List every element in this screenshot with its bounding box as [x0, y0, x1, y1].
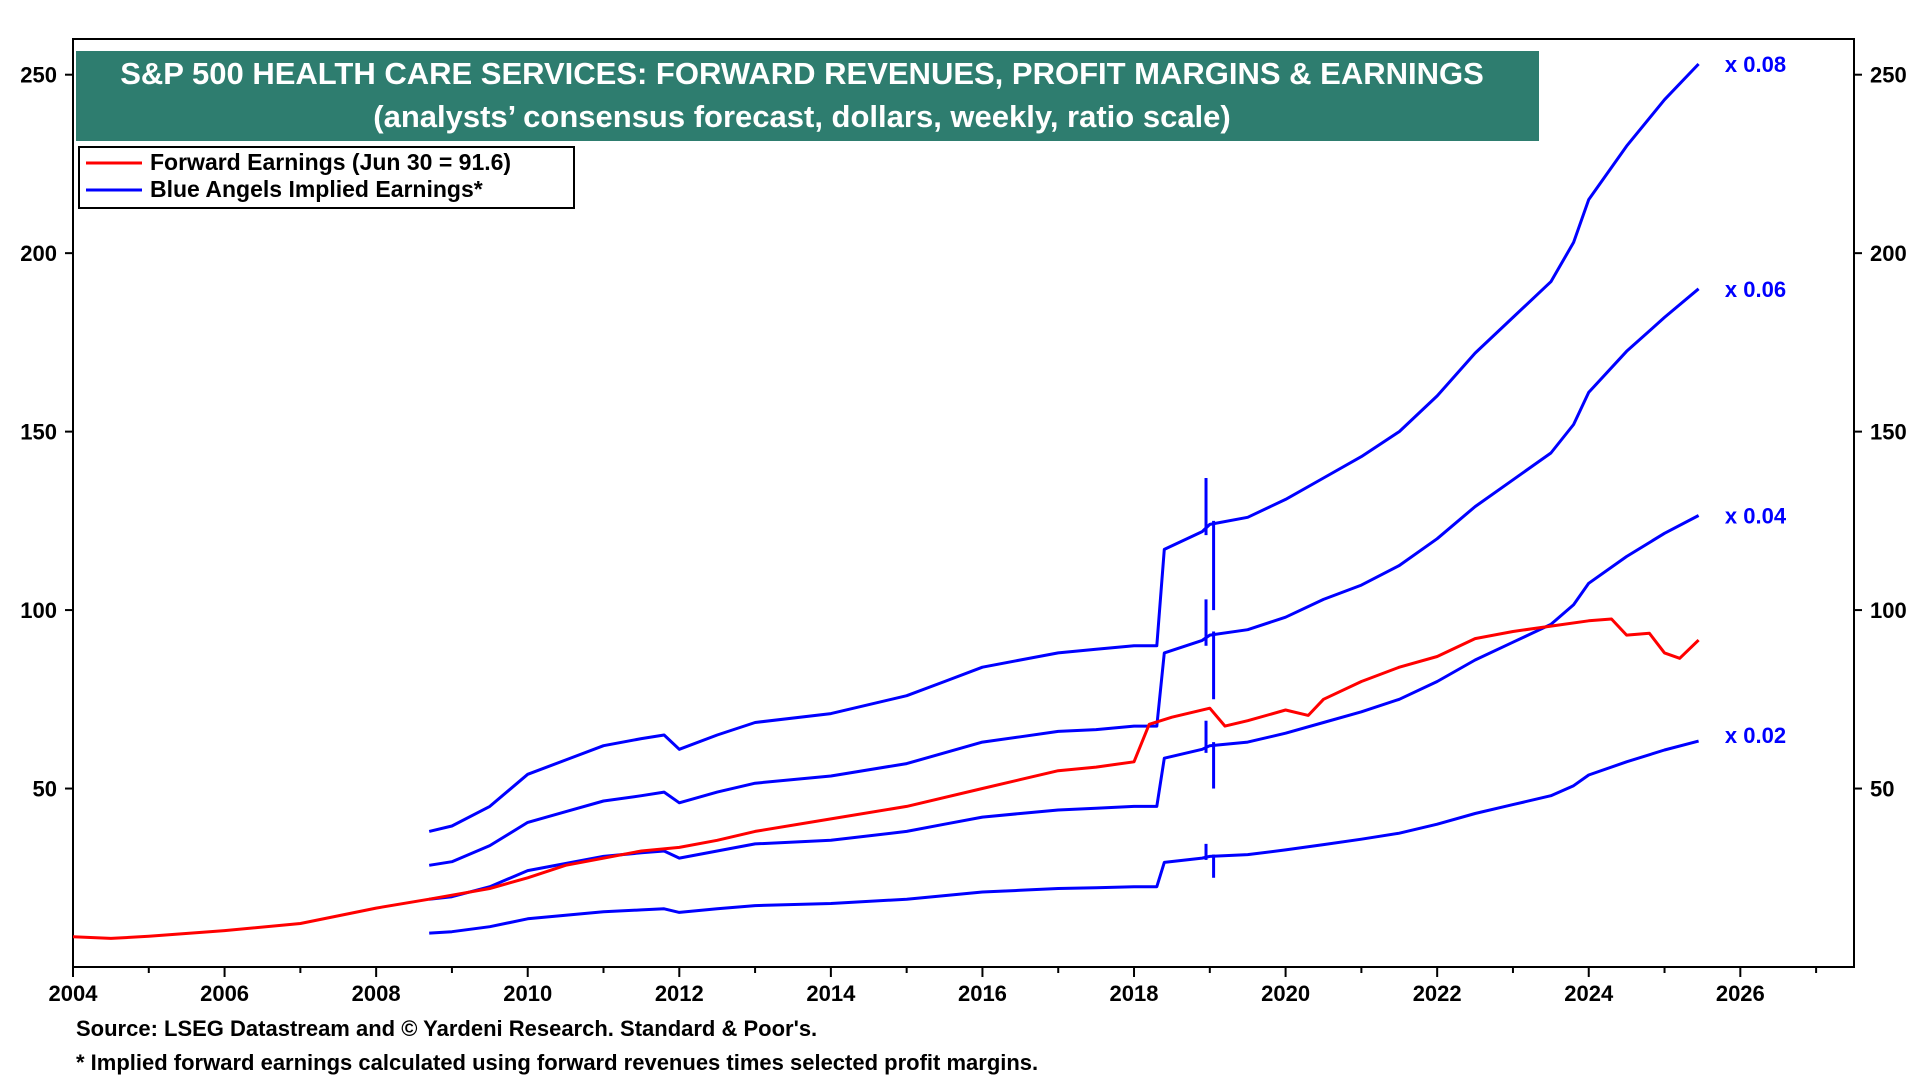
- y-tick-label-left: 250: [20, 63, 57, 88]
- y-tick-label-right: 200: [1870, 241, 1907, 266]
- series-labels: x 0.08 x 0.06 x 0.04 x 0.02: [1725, 52, 1787, 748]
- chart-subtitle: (analysts’ consensus forecast, dollars, …: [373, 99, 1230, 134]
- series-line-x-0-02: [429, 739, 1699, 935]
- x-tick-label: 2022: [1413, 981, 1462, 1006]
- x-tick-label: 2008: [352, 981, 401, 1006]
- series-line-forward-earnings-jun-30-91-6: [72, 617, 1700, 940]
- series-lines: [72, 62, 1700, 940]
- x-tick-label: 2016: [958, 981, 1007, 1006]
- plot-frame: [72, 38, 1855, 968]
- series-label-multiplier: x 0.06: [1725, 277, 1786, 302]
- y-tick-label-left: 100: [20, 598, 57, 623]
- legend-label-implied-earnings: Blue Angels Implied Earnings*: [150, 176, 483, 202]
- y-tick-label-left: 200: [20, 241, 57, 266]
- y-tick-label-right: 50: [1870, 777, 1894, 802]
- x-tick-label: 2026: [1716, 981, 1765, 1006]
- series-line-x-0-08: [428, 62, 1700, 833]
- title-background: [76, 51, 1539, 141]
- x-tick-label: 2024: [1564, 981, 1614, 1006]
- y-tick-label-right: 100: [1870, 598, 1907, 623]
- series-line-x-0-06: [428, 287, 1700, 867]
- chart-title: S&P 500 HEALTH CARE SERVICES: FORWARD RE…: [120, 56, 1484, 91]
- x-tick-label: 2020: [1261, 981, 1310, 1006]
- source-note: Source: LSEG Datastream and © Yardeni Re…: [76, 1016, 818, 1041]
- y-tick-label-right: 150: [1870, 420, 1907, 445]
- y-tick-label-left: 50: [33, 777, 57, 802]
- x-tick-label: 2012: [655, 981, 704, 1006]
- x-tick-label: 2004: [49, 981, 99, 1006]
- x-tick-label: 2014: [806, 981, 856, 1006]
- legend-label-forward-earnings: Forward Earnings (Jun 30 = 91.6): [150, 149, 511, 175]
- series-label-multiplier: x 0.04: [1725, 503, 1787, 528]
- chart-title-box: S&P 500 HEALTH CARE SERVICES: FORWARD RE…: [76, 51, 1539, 141]
- x-tick-label: 2006: [200, 981, 249, 1006]
- series-line-x-0-04: [429, 514, 1700, 901]
- footnote-implied: * Implied forward earnings calculated us…: [76, 1050, 1039, 1075]
- series-label-multiplier: x 0.02: [1725, 723, 1786, 748]
- legend-box: [78, 146, 575, 209]
- y-tick-label-left: 150: [20, 420, 57, 445]
- legend: Forward Earnings (Jun 30 = 91.6) Blue An…: [78, 146, 575, 209]
- series-label-multiplier: x 0.08: [1725, 52, 1786, 77]
- y-tick-label-right: 250: [1870, 63, 1907, 88]
- x-tick-label: 2010: [503, 981, 552, 1006]
- axis-ticks: 2004 2006 2008 2010 2012 2014 2016 2018 2020 2022…: [20, 63, 1906, 1006]
- x-tick-label: 2018: [1110, 981, 1159, 1006]
